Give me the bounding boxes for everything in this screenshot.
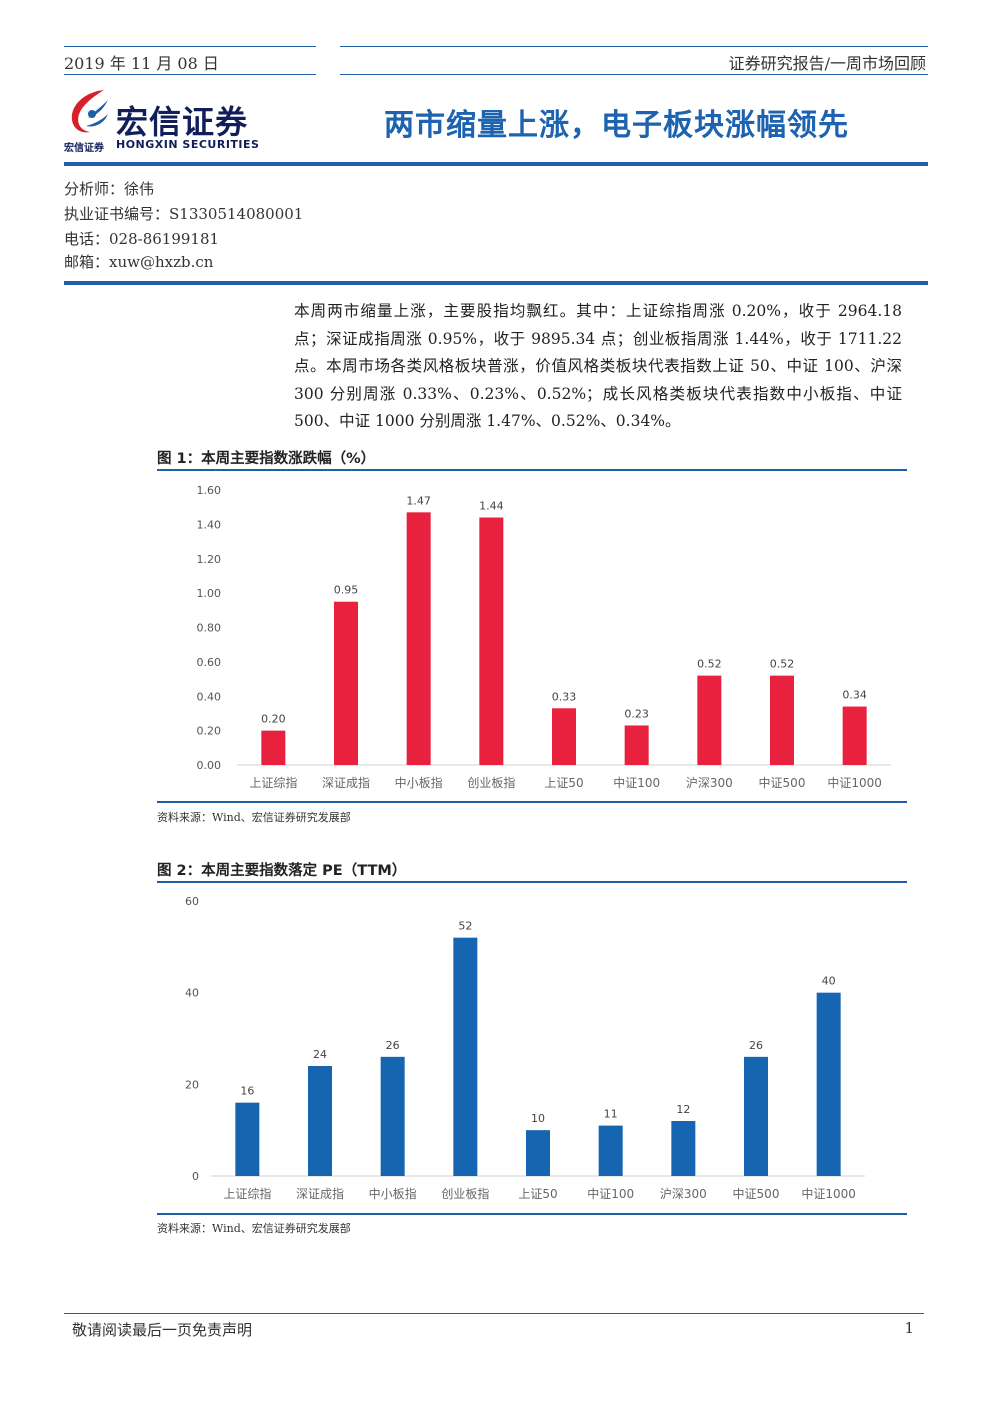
chart0-value-label: 0.33 <box>552 690 577 703</box>
chart0-value-label: 0.52 <box>770 658 795 671</box>
summary-paragraph: 本周两市缩量上涨，主要股指均飘红。其中：上证综指周涨 0.20%，收于 2964… <box>294 302 902 430</box>
chart-1: 0.00 0.20 0.40 0.60 0.80 1.00 1.20 1.40 1.60 0.20… <box>197 484 891 790</box>
chart1-ytick-label: 20 <box>185 1078 199 1091</box>
footer-disclaimer: 敬请阅读最后一页免责声明 <box>72 1321 253 1339</box>
chart-2: 0 20 40 60 16 上证综指 24 深证成指 26 中小板指 52 创业板指 10 上证50 11 中… <box>185 895 865 1201</box>
chart0-ytick-label: 0.80 <box>197 622 222 635</box>
figure-2-top-rule <box>157 881 907 883</box>
chart0-ytick-label: 0.20 <box>197 725 222 738</box>
header-rule-left-top <box>64 46 316 47</box>
company-name-cn: 宏信证券 <box>116 103 249 141</box>
chart0-bar <box>697 675 722 765</box>
chart1-value-label: 24 <box>313 1048 327 1061</box>
chart1-category-label: 深证成指 <box>296 1186 344 1201</box>
chart0-ytick-label: 1.00 <box>197 587 222 600</box>
header-rule-right-top <box>340 46 928 47</box>
chart1-ytick-label: 40 <box>185 987 199 1000</box>
chart0-bar <box>552 708 576 765</box>
chart1-value-label: 26 <box>749 1039 763 1052</box>
chart1-value-label: 10 <box>531 1112 545 1125</box>
chart1-category-label: 沪深300 <box>660 1187 707 1201</box>
chart1-bar <box>671 1121 696 1176</box>
chart1-ytick-label: 0 <box>192 1170 199 1183</box>
chart0-ytick-label: 0.40 <box>197 690 222 703</box>
chart0-ytick-label: 1.20 <box>197 553 222 566</box>
chart0-category-label: 中证100 <box>613 775 660 790</box>
chart1-bar <box>744 1056 768 1176</box>
chart0-value-label: 0.34 <box>842 689 867 702</box>
header-rule-left-bottom <box>64 74 316 75</box>
chart0-category-label: 深证成指 <box>322 775 370 790</box>
analyst-email: 邮箱：xuw@hxzb.cn <box>64 253 214 271</box>
chart0-bar <box>624 725 649 765</box>
chart0-category-label: 中小板指 <box>395 775 443 790</box>
chart0-category-label: 上证综指 <box>249 775 297 790</box>
chart0-category-label: 创业板指 <box>467 775 515 790</box>
chart1-value-label: 12 <box>676 1103 690 1116</box>
chart0-ytick-label: 1.40 <box>197 518 222 531</box>
chart1-category-label: 创业板指 <box>441 1186 489 1201</box>
chart1-bar <box>380 1056 405 1176</box>
chart1-value-label: 11 <box>604 1108 618 1121</box>
chart1-category-label: 中小板指 <box>369 1186 417 1201</box>
header-rule-right-bottom <box>340 74 928 75</box>
chart0-value-label: 0.95 <box>334 584 359 597</box>
chart0-bar <box>842 706 867 765</box>
chart1-category-label: 中证1000 <box>801 1186 856 1201</box>
chart0-value-label: 0.52 <box>697 658 722 671</box>
chart0-value-label: 1.44 <box>479 500 504 513</box>
company-logo-icon <box>64 86 114 138</box>
page-number: 1 <box>904 1319 914 1337</box>
figure-2-bottom-rule <box>157 1213 907 1215</box>
chart0-bar <box>770 675 794 765</box>
figure-1-source: 资料来源：Wind、宏信证券研究发展部 <box>157 811 351 824</box>
analyst-phone: 电话：028-86199181 <box>64 230 220 248</box>
chart1-bar <box>453 937 478 1176</box>
company-name-small: 宏信证券 <box>64 143 104 154</box>
analyst-rule <box>64 281 928 285</box>
chart0-bar <box>334 601 358 765</box>
figure-1-top-rule <box>157 469 907 471</box>
chart0-category-label: 中证1000 <box>827 775 882 790</box>
chart1-bar <box>816 992 841 1176</box>
figure-2-source: 资料来源：Wind、宏信证券研究发展部 <box>157 1222 351 1235</box>
footer-rule <box>64 1313 924 1314</box>
analyst-name: 分析师：徐伟 <box>64 180 155 198</box>
chart0-ytick-label: 1.60 <box>197 484 222 497</box>
report-title: 两市缩量上涨，电子板块涨幅领先 <box>384 108 849 143</box>
chart1-bar <box>526 1130 550 1176</box>
chart0-ytick-label: 0.60 <box>197 656 222 669</box>
chart1-value-label: 26 <box>386 1039 400 1052</box>
figure-1-title: 图 1：本周主要指数涨跌幅（%） <box>157 451 376 467</box>
chart0-category-label: 上证50 <box>544 776 583 790</box>
company-name-en: HONGXIN SECURITIES <box>116 138 260 151</box>
chart1-bar <box>308 1066 332 1176</box>
chart0-value-label: 1.47 <box>406 494 431 507</box>
chart0-bar <box>406 512 431 765</box>
chart0-value-label: 0.20 <box>261 713 286 726</box>
report-date: 2019 年 11 月 08 日 <box>64 54 219 73</box>
chart1-category-label: 中证500 <box>733 1186 780 1201</box>
figure-2-title: 图 2：本周主要指数落定 PE（TTM） <box>157 863 407 879</box>
report-type: 证券研究报告/一周市场回顾 <box>728 54 926 73</box>
chart1-bar <box>598 1125 623 1176</box>
chart1-category-label: 上证50 <box>518 1187 557 1201</box>
chart1-ytick-label: 60 <box>185 895 199 908</box>
chart0-value-label: 0.23 <box>624 707 649 720</box>
chart0-bar <box>479 517 504 765</box>
analyst-license: 执业证书编号：S1330514080001 <box>64 205 304 223</box>
chart1-category-label: 上证综指 <box>223 1186 271 1201</box>
chart1-value-label: 40 <box>822 975 836 988</box>
chart0-category-label: 中证500 <box>759 775 806 790</box>
chart0-category-label: 沪深300 <box>686 776 733 790</box>
chart0-bar <box>261 730 286 765</box>
chart1-bar <box>235 1102 260 1176</box>
chart1-value-label: 16 <box>240 1085 254 1098</box>
title-rule <box>64 162 928 166</box>
chart0-ytick-label: 0.00 <box>197 759 222 772</box>
chart1-value-label: 52 <box>458 920 472 933</box>
chart1-category-label: 中证100 <box>587 1186 634 1201</box>
figure-1-bottom-rule <box>157 801 907 803</box>
